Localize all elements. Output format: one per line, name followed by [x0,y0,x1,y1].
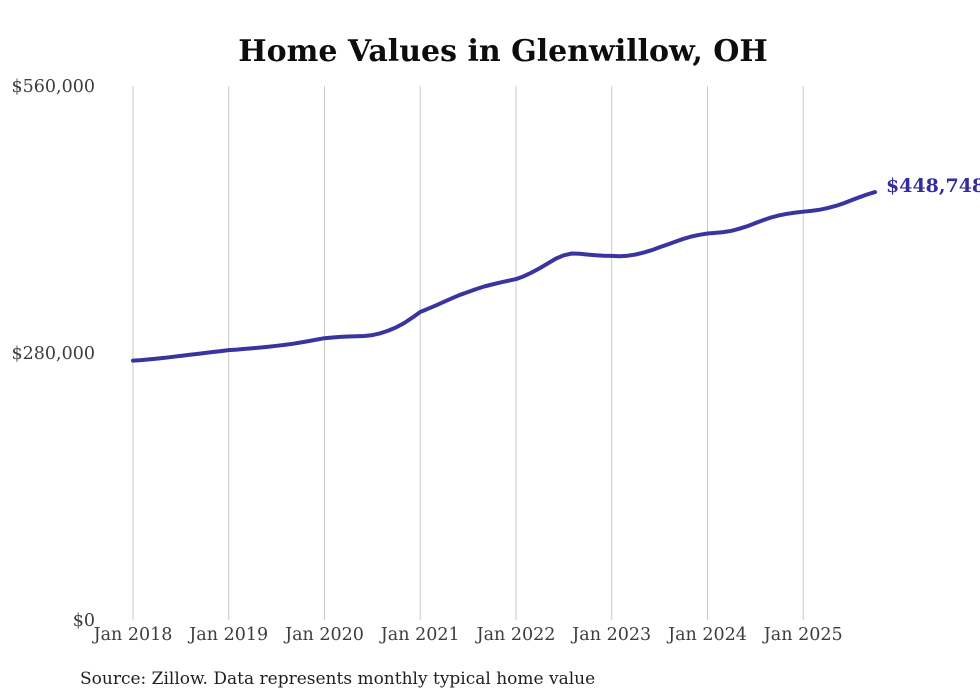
y-axis-tick-0: $0 [73,611,95,631]
x-axis-tick-label: Jan 2024 [666,625,747,645]
source-note: Source: Zillow. Data represents monthly … [80,669,595,689]
home-value-series-line [131,190,877,363]
gridlines-group: Jan 2018 Jan 2019 Jan 2020 Jan 2021 Jan 2022… [92,86,843,645]
x-axis-tick-label: Jan 2019 [187,625,268,645]
y-axis-tick-560000: $560,000 [11,77,95,97]
chart-title: Home Values in Glenwillow, OH [238,34,768,69]
x-axis-tick-label: Jan 2020 [283,625,364,645]
x-axis-tick-label: Jan 2022 [475,625,556,645]
last-value-label: $448,748 [886,175,980,197]
x-axis-tick-label: Jan 2025 [762,625,843,645]
value-line-group [131,190,877,363]
y-axis-tick-280000: $280,000 [11,344,95,364]
x-axis-tick-label: Jan 2023 [570,625,651,645]
x-axis-tick-label: Jan 2018 [92,625,173,645]
x-axis-tick-label: Jan 2021 [379,625,460,645]
